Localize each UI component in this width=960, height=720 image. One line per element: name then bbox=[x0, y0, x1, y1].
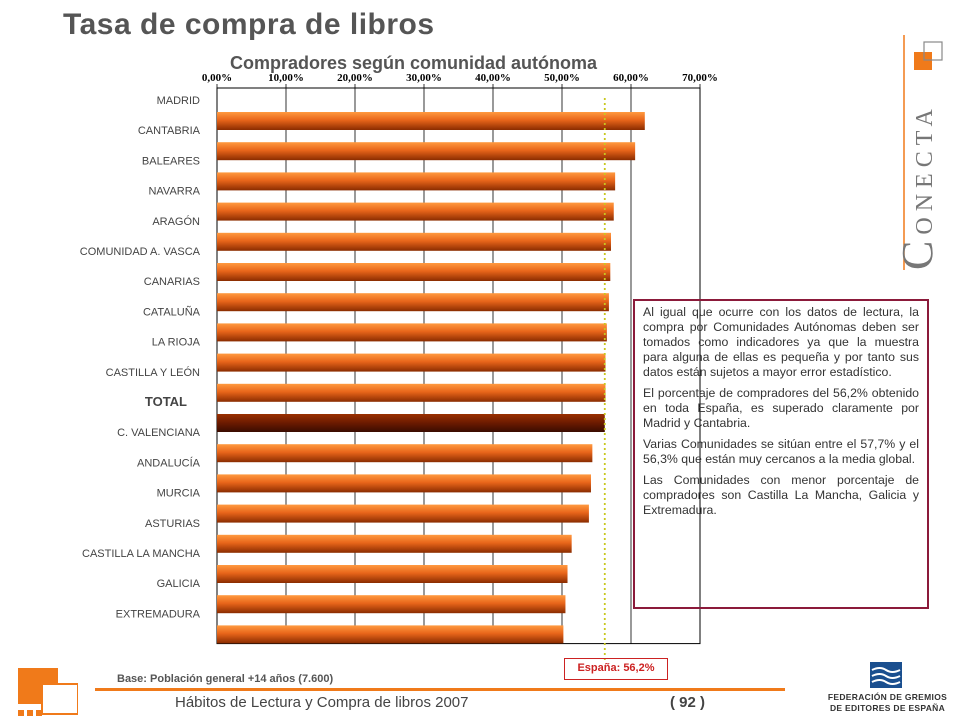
brand-square bbox=[914, 52, 932, 70]
corner-logo bbox=[18, 668, 78, 716]
brand-letter: C bbox=[912, 151, 938, 167]
category-label: C. VALENCIANA bbox=[117, 427, 201, 439]
category-label: MADRID bbox=[157, 95, 200, 107]
category-label: GALICIA bbox=[157, 578, 201, 590]
brand-wordmark: CONECTA bbox=[893, 109, 942, 270]
category-label: MURCIA bbox=[157, 488, 201, 500]
page-number: ( 92 ) bbox=[670, 694, 706, 711]
category-label: CANARIAS bbox=[144, 276, 200, 288]
bar bbox=[217, 142, 636, 161]
logo-dot bbox=[36, 710, 42, 716]
x-tick-label: 20,00% bbox=[337, 72, 373, 84]
category-label: CASTILLA Y LEÓN bbox=[106, 366, 200, 379]
bar bbox=[217, 263, 611, 281]
page-title: Tasa de compra de libros bbox=[63, 8, 435, 41]
category-label: NAVARRA bbox=[148, 186, 200, 198]
x-tick-label: 10,00% bbox=[268, 72, 304, 84]
bar bbox=[217, 172, 616, 191]
brand-square-outline bbox=[923, 41, 943, 61]
category-label: ARAGÓN bbox=[152, 215, 200, 228]
logo-dot bbox=[18, 710, 24, 716]
federation-emblem bbox=[870, 662, 902, 688]
brand-letter: T bbox=[912, 130, 938, 145]
x-tick-label: 60,00% bbox=[613, 72, 649, 84]
category-label: CATALUÑA bbox=[143, 305, 201, 318]
note-paragraph: Al igual que ocurre con los datos de lec… bbox=[643, 305, 919, 379]
category-label: CANTABRIA bbox=[138, 125, 201, 137]
brand-letter: N bbox=[912, 194, 938, 211]
bar bbox=[217, 565, 568, 583]
logo-square-outline bbox=[41, 683, 78, 715]
logo-dot bbox=[27, 710, 33, 716]
category-label: BALEARES bbox=[142, 155, 200, 167]
conecta-logo: CONECTA bbox=[893, 35, 943, 270]
category-label: LA RIOJA bbox=[152, 337, 201, 349]
footer-divider bbox=[95, 688, 785, 691]
bar bbox=[217, 474, 591, 493]
bar bbox=[217, 323, 607, 342]
brand-letter: A bbox=[912, 109, 938, 127]
bar bbox=[217, 383, 606, 402]
bar bbox=[217, 595, 566, 614]
bar-chart: 0,00% 10,00% 20,00% 30,00% 40,00% 50,00% 60,00… bbox=[80, 72, 718, 660]
bar bbox=[217, 625, 564, 644]
category-label: ANDALUCÍA bbox=[137, 456, 201, 469]
federation-logo bbox=[870, 662, 902, 688]
x-tick-label: 0,00% bbox=[202, 72, 232, 84]
base-label: Base: bbox=[117, 673, 147, 685]
x-tick-label: 30,00% bbox=[406, 72, 442, 84]
bar bbox=[217, 444, 593, 463]
category-label: TOTAL bbox=[145, 394, 187, 409]
brand-letter: C bbox=[893, 241, 942, 270]
bar bbox=[217, 202, 614, 221]
x-tick-label: 70,00% bbox=[682, 72, 718, 84]
bar bbox=[217, 414, 605, 432]
bar bbox=[217, 112, 645, 130]
bar bbox=[217, 353, 606, 372]
federation-line: FEDERACIÓN DE GREMIOS bbox=[827, 692, 948, 702]
note-paragraph: El porcentaje de compradores del 56,2% o… bbox=[643, 386, 919, 430]
base-note: Base: Población general +14 años (7.600) bbox=[117, 673, 333, 685]
category-label: EXTREMADURA bbox=[116, 608, 201, 620]
category-label: ASTURIAS bbox=[145, 518, 200, 530]
explanation-box: Al igual que ocurre con los datos de lec… bbox=[633, 299, 929, 609]
brand-letter: O bbox=[912, 217, 938, 234]
x-tick-label: 40,00% bbox=[475, 72, 511, 84]
bar bbox=[217, 504, 589, 523]
bar bbox=[217, 293, 609, 312]
chart-title: Compradores según comunidad autónoma bbox=[230, 53, 598, 73]
spain-reference-label: España: 56,2% bbox=[564, 658, 668, 680]
category-label: CASTILLA LA MANCHA bbox=[82, 548, 201, 560]
bar bbox=[217, 232, 611, 251]
base-value: Población general +14 años (7.600) bbox=[150, 673, 334, 685]
federation-name: FEDERACIÓN DE GREMIOS DE EDITORES DE ESP… bbox=[820, 692, 955, 714]
footer-title: Hábitos de Lectura y Compra de libros 20… bbox=[175, 694, 469, 711]
note-paragraph: Las Comunidades con menor porcentaje de … bbox=[643, 473, 919, 517]
brand-letter: E bbox=[912, 173, 938, 188]
note-paragraph: Varias Comunidades se sitúan entre el 57… bbox=[643, 437, 919, 466]
bar bbox=[217, 534, 572, 553]
x-tick-label: 50,00% bbox=[544, 72, 580, 84]
category-label: COMUNIDAD A. VASCA bbox=[80, 246, 201, 258]
federation-line: DE EDITORES DE ESPAÑA bbox=[829, 703, 946, 713]
